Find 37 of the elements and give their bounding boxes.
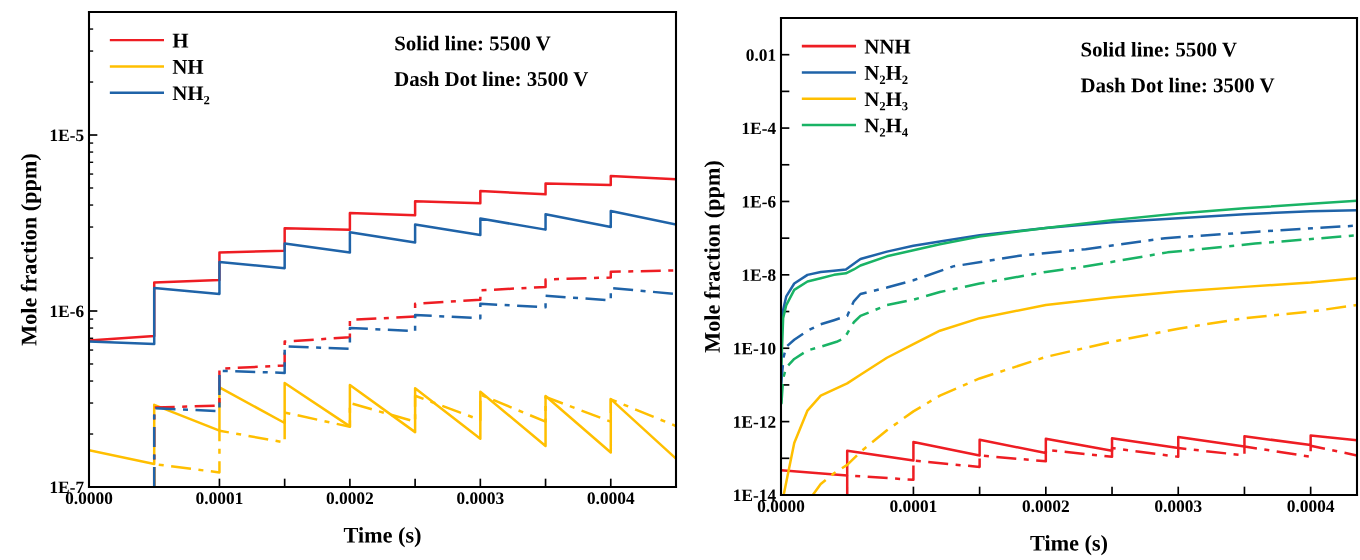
x-tick-label: 0.0001 xyxy=(196,492,243,505)
legend-label: N₂H₂ xyxy=(864,66,908,84)
legend-label: NH xyxy=(172,60,204,74)
annotation: Dash Dot line: 3500 V xyxy=(1080,77,1275,93)
x-tick-label: 0.0003 xyxy=(457,492,504,505)
x-tick-label: 0.0002 xyxy=(1022,500,1069,513)
y-tick-label: 1E-6 xyxy=(742,195,776,208)
x-axis-title: Time (s) xyxy=(1030,535,1108,556)
y-tick-label: 1E-4 xyxy=(742,122,776,135)
line-series xyxy=(89,209,676,346)
x-tick-label: 0.0001 xyxy=(890,500,937,513)
y-tick-label: 0.01 xyxy=(746,49,776,61)
legend-label: N₂H₃ xyxy=(864,92,908,111)
annotation: Solid line: 5500 V xyxy=(1081,41,1237,57)
y-tick-label: 1E-12 xyxy=(734,416,776,428)
x-tick-label: 0.0000 xyxy=(65,492,113,505)
x-tick-label: 0.0002 xyxy=(326,492,374,505)
y-tick-label: 1E-5 xyxy=(50,129,84,142)
y-axis-title: Mole fraction (ppm) xyxy=(20,154,42,346)
legend-label: H xyxy=(172,33,189,48)
line-series xyxy=(811,303,1357,495)
y-tick-label: 1E-10 xyxy=(734,342,776,355)
x-axis-title: Time (s) xyxy=(343,527,421,548)
legend-label: NNH xyxy=(864,39,911,54)
x-tick-label: 0.0000 xyxy=(757,500,805,513)
x-tick-label: 0.0004 xyxy=(587,492,635,505)
annotation: Dash Dot line: 3500 V xyxy=(394,71,589,87)
annotation: Solid line: 5500 V xyxy=(395,35,551,51)
y-tick-label: 1E-6 xyxy=(50,305,84,318)
legend-label: NH₂ xyxy=(172,86,210,105)
y-tick-label: 1E-7 xyxy=(50,481,84,494)
x-tick-label: 0.0004 xyxy=(1287,500,1335,513)
x-tick-label: 0.0003 xyxy=(1155,500,1202,513)
legend-label: N₂H₄ xyxy=(864,118,908,137)
y-tick-label: 1E-14 xyxy=(734,489,776,502)
y-axis-title: Mole fraction (ppm) xyxy=(704,161,725,353)
y-tick-label: 1E-8 xyxy=(742,269,776,282)
